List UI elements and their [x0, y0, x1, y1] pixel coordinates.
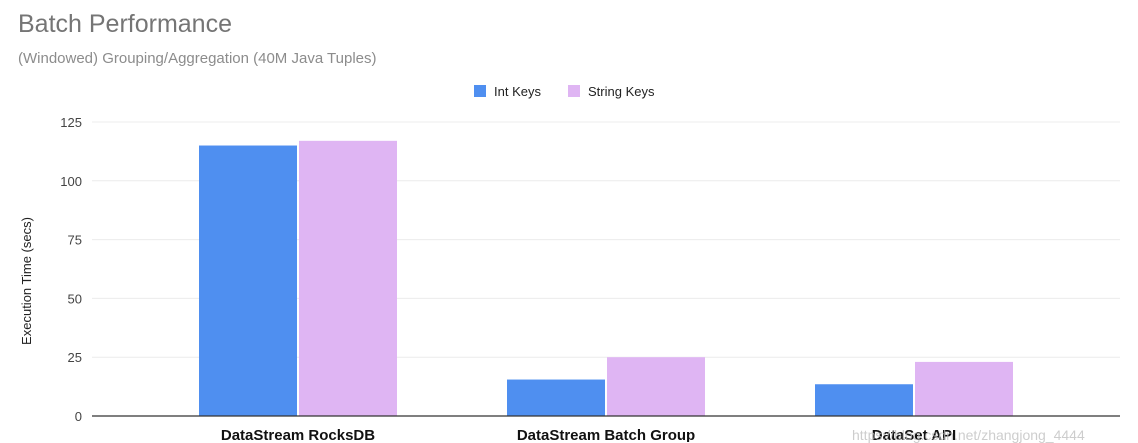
bars — [199, 140, 1013, 417]
x-tick-label: DataStream Batch Group — [517, 427, 695, 442]
x-tick-label: DataStream RocksDB — [221, 427, 375, 442]
bar-string-keys — [915, 361, 1013, 416]
legend-label: String Keys — [588, 84, 655, 99]
watermark: https://blog.csdn.net/zhangjong_4444 — [852, 427, 1085, 443]
legend: Int Keys String Keys — [474, 84, 655, 99]
y-tick-label: 0 — [75, 409, 82, 424]
chart-title: Batch Performance — [18, 10, 232, 38]
y-tick-label: 75 — [68, 233, 82, 248]
y-tick-label: 50 — [68, 291, 82, 306]
legend-swatch — [474, 85, 486, 97]
chart-subtitle: (Windowed) Grouping/Aggregation (40M Jav… — [18, 50, 377, 67]
legend-label: Int Keys — [494, 84, 541, 99]
bar-int-keys — [507, 379, 605, 416]
y-tick-label: 100 — [60, 174, 82, 189]
y-tick-label: 125 — [60, 115, 82, 130]
x-tick-label: DataSet API — [872, 427, 956, 442]
bar-string-keys — [299, 140, 397, 417]
bar-string-keys — [607, 357, 705, 416]
y-axis-label: Execution Time (secs) — [19, 217, 34, 345]
y-tick-label: 25 — [68, 350, 82, 365]
legend-swatch — [568, 85, 580, 97]
axes: 0 25 50 75 100 125 Execution Time (secs) DataSt… — [19, 115, 1120, 442]
bar-int-keys — [815, 384, 913, 416]
bar-int-keys — [199, 145, 297, 416]
